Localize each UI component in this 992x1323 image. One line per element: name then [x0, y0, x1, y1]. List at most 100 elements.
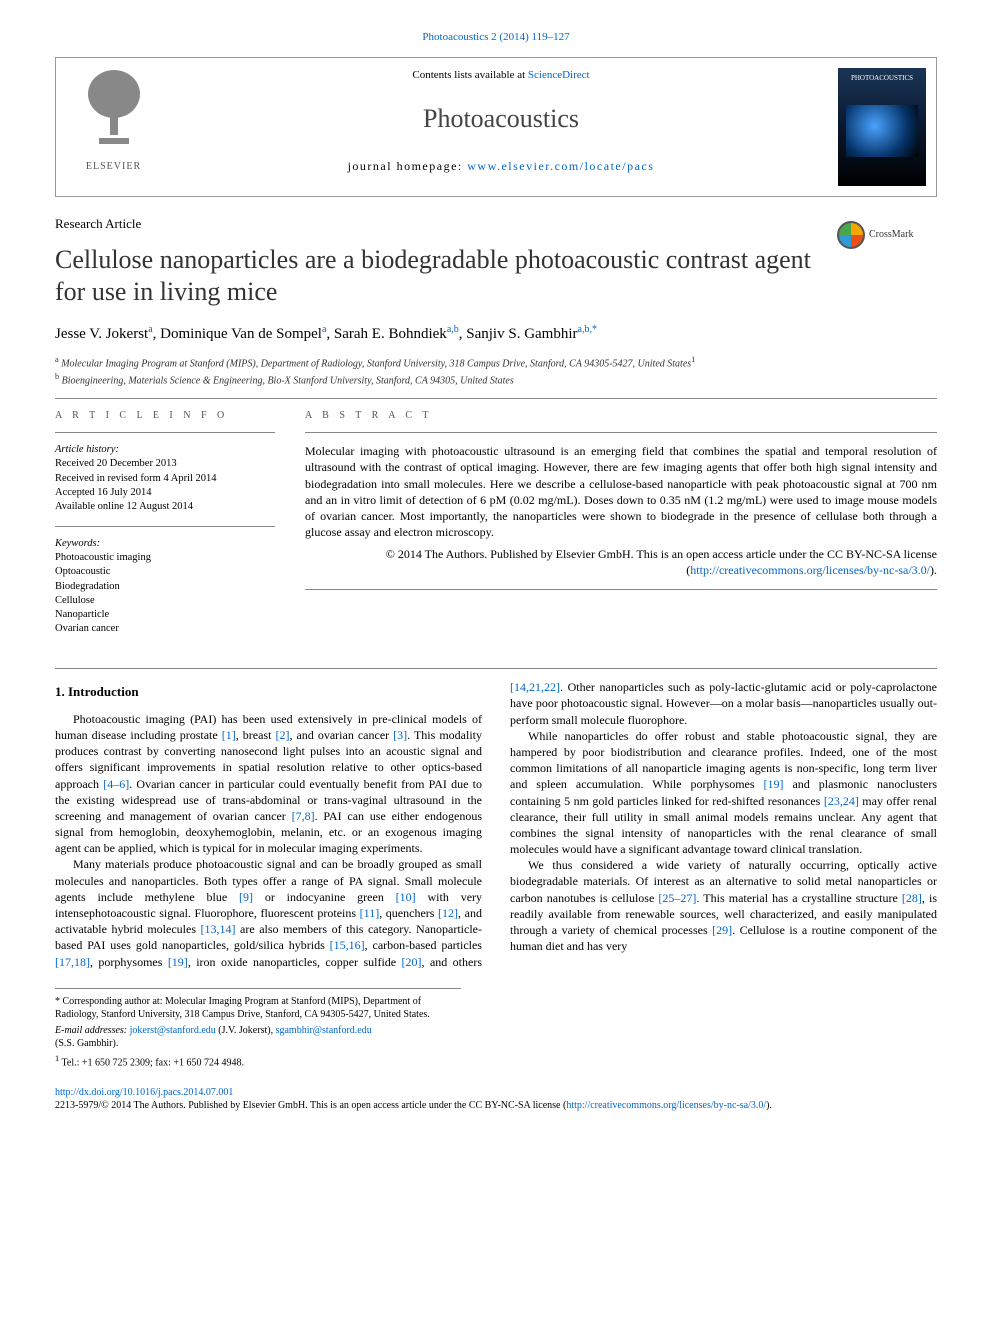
license-link[interactable]: http://creativecommons.org/licenses/by-n…: [690, 563, 930, 577]
author-4-corr[interactable]: *: [592, 324, 597, 335]
history-accepted: Accepted 16 July 2014: [55, 486, 275, 500]
divider: [305, 589, 937, 590]
ref-link[interactable]: [4–6]: [103, 777, 129, 791]
footer-license-link[interactable]: http://creativecommons.org/licenses/by-n…: [566, 1100, 766, 1111]
homepage-line: journal homepage: www.elsevier.com/locat…: [176, 158, 826, 174]
crossmark-label: CrossMark: [869, 228, 913, 242]
ref-link[interactable]: [20]: [402, 955, 422, 969]
email-link-1[interactable]: jokerst@stanford.edu: [130, 1025, 216, 1036]
article-type: Research Article: [55, 215, 937, 233]
divider: [55, 668, 937, 669]
ref-link[interactable]: [3]: [393, 728, 407, 742]
page-footer: http://dx.doi.org/10.1016/j.pacs.2014.07…: [55, 1086, 937, 1113]
ref-link[interactable]: [25–27]: [658, 891, 696, 905]
keyword: Biodegradation: [55, 580, 275, 594]
ref-link[interactable]: [1]: [222, 728, 236, 742]
corresponding-note: * Corresponding author at: Molecular Ima…: [55, 995, 461, 1022]
keyword: Photoacoustic imaging: [55, 551, 275, 565]
ref-link[interactable]: [10]: [396, 890, 416, 904]
ref-link[interactable]: [13,14]: [201, 922, 236, 936]
body-paragraph: Photoacoustic imaging (PAI) has been use…: [55, 711, 482, 857]
keywords-label: Keywords:: [55, 537, 275, 551]
abstract: A B S T R A C T Molecular imaging with p…: [305, 409, 937, 649]
text: , and others: [422, 955, 482, 969]
keyword: Nanoparticle: [55, 608, 275, 622]
affiliation-a: Molecular Imaging Program at Stanford (M…: [61, 358, 691, 369]
email-paren-2: (S.S. Gambhir).: [55, 1038, 118, 1049]
email-line: E-mail addresses: jokerst@stanford.edu (…: [55, 1024, 461, 1051]
cover-image-icon: [846, 105, 918, 157]
ref-link[interactable]: [7,8]: [292, 809, 315, 823]
text: . This material has a crystalline struct…: [696, 891, 901, 905]
history-label: Article history:: [55, 443, 275, 457]
author-2-aff[interactable]: a: [322, 324, 326, 335]
author-3: Sarah E. Bohndiek: [334, 326, 447, 342]
email-label: E-mail addresses:: [55, 1025, 130, 1036]
elsevier-logo: ELSEVIER: [66, 66, 161, 186]
ref-link[interactable]: [15,16]: [330, 938, 365, 952]
text: , breast: [236, 728, 276, 742]
ref-link[interactable]: [9]: [239, 890, 253, 904]
ref-link[interactable]: [17,18]: [55, 955, 90, 969]
article-info: A R T I C L E I N F O Article history: R…: [55, 409, 275, 649]
author-4: Sanjiv S. Gambhir: [466, 326, 577, 342]
ref-link[interactable]: [12]: [438, 906, 458, 920]
divider: [55, 398, 937, 399]
contents-prefix: Contents lists available at: [412, 69, 527, 81]
text: activatable hybrid molecules: [55, 922, 201, 936]
divider: [55, 432, 275, 433]
footer-copyright: 2213-5979/© 2014 The Authors. Published …: [55, 1100, 566, 1111]
top-citation-link[interactable]: Photoacoustics 2 (2014) 119–127: [422, 31, 569, 43]
abstract-heading: A B S T R A C T: [305, 409, 937, 423]
history-online: Available online 12 August 2014: [55, 500, 275, 514]
ref-link[interactable]: [28]: [902, 891, 922, 905]
keyword: Cellulose: [55, 594, 275, 608]
footnotes: * Corresponding author at: Molecular Ima…: [55, 988, 461, 1070]
crossmark-badge[interactable]: CrossMark: [837, 221, 937, 249]
text: , porphysomes: [90, 955, 168, 969]
header-center: Contents lists available at ScienceDirec…: [176, 66, 826, 188]
author-1: Jesse V. Jokerst: [55, 326, 148, 342]
ref-link[interactable]: [14,21,22]: [510, 680, 560, 694]
article-title: Cellulose nanoparticles are a biodegrada…: [55, 244, 937, 306]
copyright-line: © 2014 The Authors. Published by Elsevie…: [305, 546, 937, 578]
author-3-aff[interactable]: a,b: [447, 324, 459, 335]
journal-title: Photoacoustics: [176, 101, 826, 136]
footer-copyright-suffix: ).: [766, 1100, 772, 1111]
top-citation: Photoacoustics 2 (2014) 119–127: [55, 30, 937, 45]
ref-link[interactable]: [19]: [764, 777, 784, 791]
affiliations: a Molecular Imaging Program at Stanford …: [55, 354, 937, 388]
ref-link[interactable]: [23,24]: [824, 794, 859, 808]
sciencedirect-link[interactable]: ScienceDirect: [528, 69, 590, 81]
keyword: Optoacoustic: [55, 565, 275, 579]
history-revised: Received in revised form 4 April 2014: [55, 472, 275, 486]
section-1-heading: 1. Introduction: [55, 683, 482, 701]
keyword: Ovarian cancer: [55, 622, 275, 636]
text: . Other nanoparticles such as poly-lacti…: [510, 680, 937, 726]
ref-link[interactable]: [19]: [168, 955, 188, 969]
elsevier-tree-icon: [79, 66, 149, 156]
homepage-prefix: journal homepage:: [348, 159, 468, 173]
body-paragraph: We thus considered a wide variety of nat…: [510, 857, 937, 954]
ref-link[interactable]: [11]: [360, 906, 380, 920]
history-received: Received 20 December 2013: [55, 457, 275, 471]
keywords-block: Keywords: Photoacoustic imaging Optoacou…: [55, 537, 275, 636]
cover-label: PHOTOACOUSTICS: [851, 74, 913, 83]
text: , iron oxide nanoparticles, copper sulfi…: [188, 955, 402, 969]
ref-link[interactable]: [29]: [712, 923, 732, 937]
copyright-suffix: ).: [930, 563, 937, 577]
text: , and: [458, 906, 482, 920]
doi-link[interactable]: http://dx.doi.org/10.1016/j.pacs.2014.07…: [55, 1087, 233, 1098]
homepage-link[interactable]: www.elsevier.com/locate/pacs: [467, 159, 654, 173]
corr-text: Corresponding author at: Molecular Imagi…: [55, 996, 430, 1021]
body-paragraph: While nanoparticles do offer robust and …: [510, 728, 937, 858]
email-link-2[interactable]: sgambhir@stanford.edu: [276, 1025, 372, 1036]
divider: [305, 432, 937, 433]
crossmark-icon: [837, 221, 865, 249]
author-1-aff[interactable]: a: [148, 324, 152, 335]
note1-text: Tel.: +1 650 725 2309; fax: +1 650 724 4…: [59, 1057, 244, 1068]
contents-line: Contents lists available at ScienceDirec…: [176, 68, 826, 83]
author-4-aff[interactable]: a,b,: [578, 324, 592, 335]
text: , quenchers: [379, 906, 438, 920]
ref-link[interactable]: [2]: [275, 728, 289, 742]
